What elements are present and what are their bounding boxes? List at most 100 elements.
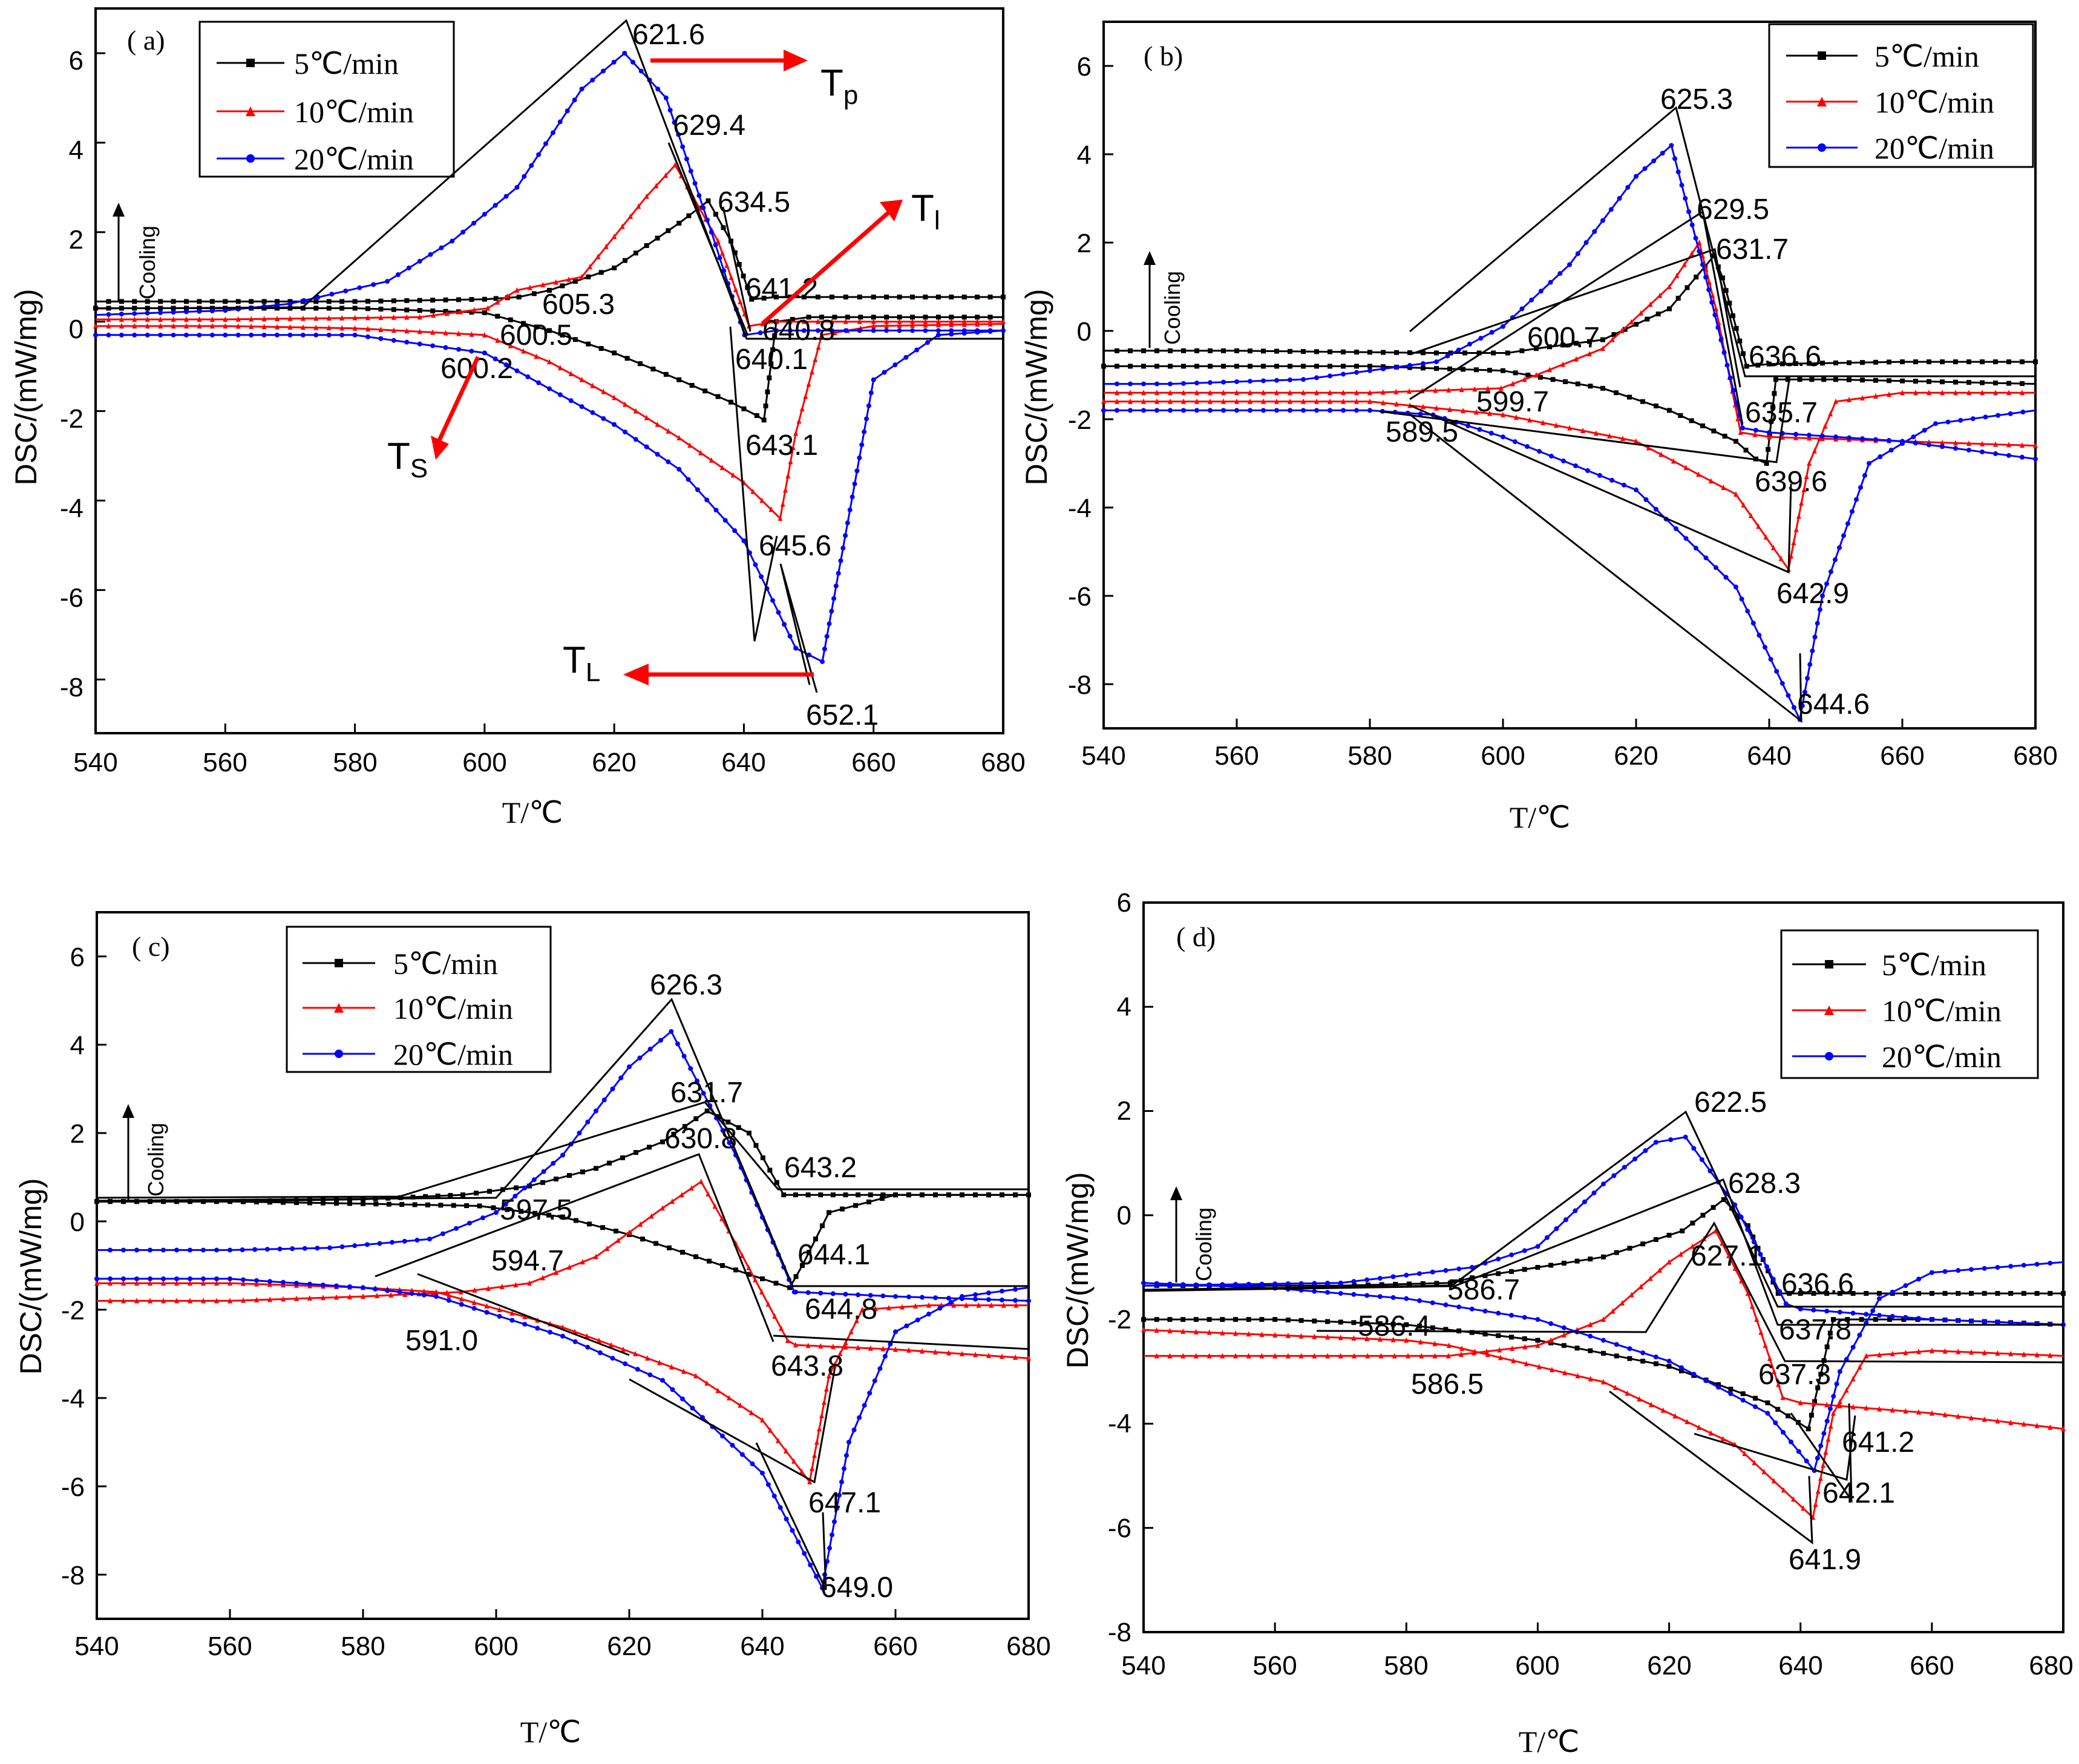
data-point: [1469, 1275, 1475, 1281]
data-point: [676, 377, 682, 382]
data-point: [618, 1075, 624, 1080]
data-point: [856, 1344, 861, 1350]
data-point: [1755, 362, 1761, 368]
annotation: 600.5: [500, 319, 572, 351]
data-point: [209, 332, 215, 338]
data-point: [1597, 472, 1602, 478]
data-point: [897, 322, 902, 328]
data-point: [1394, 364, 1399, 370]
data-point: [188, 1280, 192, 1286]
data-point: [119, 323, 124, 329]
data-point: [1432, 1353, 1438, 1359]
data-point: [1730, 388, 1736, 393]
data-point: [201, 1276, 206, 1281]
data-point: [760, 1155, 765, 1160]
data-point: [897, 318, 902, 324]
data-point: [706, 1191, 711, 1197]
plot-frame: [94, 7, 1004, 734]
data-point: [1519, 348, 1525, 353]
x-axis-title: T/℃: [1519, 1725, 1580, 1759]
data-point: [275, 315, 280, 321]
data-point: [421, 1292, 427, 1298]
data-point: [1246, 1331, 1251, 1337]
data-point: [741, 406, 747, 411]
data-point: [290, 1246, 295, 1252]
y-tick-label: -8: [1068, 670, 1092, 700]
data-point: [655, 421, 660, 427]
data-point: [1261, 348, 1266, 354]
data-point: [1770, 405, 1775, 410]
data-point: [730, 1443, 735, 1448]
data-point: [590, 77, 595, 83]
data-point: [458, 1289, 463, 1295]
data-point: [960, 1351, 964, 1356]
data-point: [1272, 1317, 1278, 1322]
legend-label-5: 5℃/min: [1874, 39, 1979, 73]
data-point: [658, 1037, 663, 1043]
data-point: [1773, 377, 1778, 382]
data-point: [554, 1176, 558, 1181]
data-point: [1487, 410, 1492, 416]
data-point: [810, 1465, 815, 1471]
data-point: [1742, 1450, 1747, 1456]
legend-marker-10: [246, 106, 255, 116]
data-point: [174, 1247, 179, 1253]
data-point: [145, 332, 150, 338]
data-point: [645, 1355, 650, 1361]
data-point: [174, 1199, 179, 1204]
data-point: [623, 401, 627, 407]
data-point: [1614, 1353, 1619, 1359]
data-point: [1683, 465, 1689, 471]
data-point: [1561, 1261, 1567, 1266]
legend-marker-5: [1825, 960, 1833, 969]
data-point: [1877, 1291, 1882, 1296]
data-point: [857, 294, 862, 299]
data-point: [1956, 1318, 1961, 1323]
data-point: [1645, 316, 1650, 322]
x-tick-labels: 540 560 580 600 620 640 660 680: [1121, 1651, 2073, 1681]
data-point: [1535, 1338, 1540, 1343]
data-point: [365, 299, 370, 304]
data-point: [790, 444, 796, 450]
data-point: [281, 1279, 286, 1285]
data-point: [888, 1341, 893, 1347]
data-point: [1764, 461, 1769, 466]
data-point: [2006, 359, 2011, 365]
annotation: 643.2: [784, 1152, 857, 1184]
data-point: [1026, 1192, 1031, 1198]
data-point: [987, 328, 993, 333]
data-point: [1776, 1381, 1781, 1387]
data-point: [1684, 1419, 1690, 1425]
data-point: [1288, 377, 1292, 383]
data-point: [391, 327, 396, 333]
data-point: [171, 332, 176, 338]
data-point: [630, 59, 635, 65]
data-point: [1793, 361, 1798, 367]
data-point: [1534, 346, 1539, 351]
data-point: [695, 487, 700, 492]
data-point: [655, 87, 661, 92]
data-point: [740, 1452, 745, 1457]
annotation: 627.1: [1691, 1240, 1763, 1272]
data-point: [281, 1198, 286, 1203]
data-point: [1377, 1336, 1383, 1342]
data-point: [1433, 387, 1438, 393]
data-point: [1194, 381, 1199, 386]
data-point: [1847, 435, 1851, 440]
data-point: [1522, 376, 1527, 382]
data-point: [1487, 367, 1492, 373]
data-point: [467, 1220, 472, 1226]
data-point: [1811, 1291, 1816, 1296]
data-point: [1953, 446, 1958, 451]
data-point: [417, 328, 422, 335]
tangent-line: [667, 142, 749, 336]
data-point: [598, 270, 604, 275]
data-point: [692, 181, 698, 186]
data-point: [1792, 705, 1796, 710]
data-point: [1168, 348, 1173, 353]
data-point: [1548, 279, 1553, 285]
data-point: [1818, 1443, 1824, 1449]
data-point: [949, 332, 954, 337]
data-point: [1583, 240, 1589, 245]
data-point: [522, 1185, 528, 1191]
